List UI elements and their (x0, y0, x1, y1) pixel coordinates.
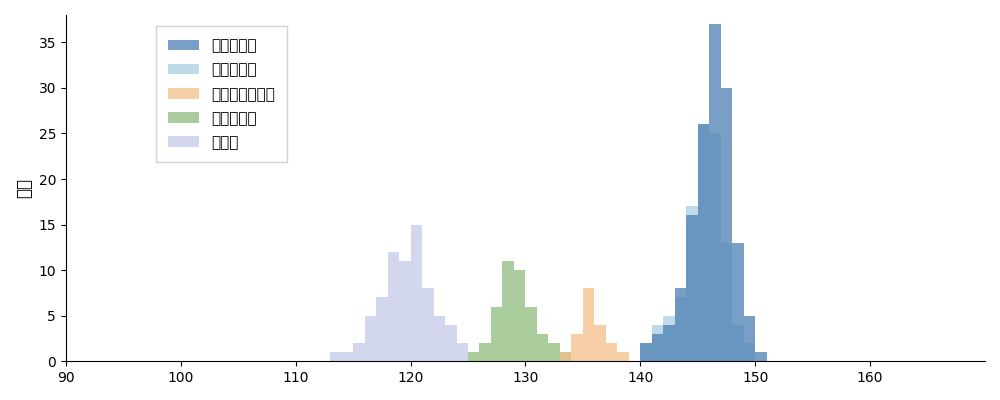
Legend: ストレート, ツーシーム, チェンジアップ, スライダー, カーブ: ストレート, ツーシーム, チェンジアップ, スライダー, カーブ (156, 26, 287, 162)
Bar (583, 288, 594, 361)
Bar (560, 352, 571, 361)
Bar (388, 252, 399, 361)
Bar (445, 325, 457, 361)
Bar (514, 270, 525, 361)
Bar (399, 261, 411, 361)
Bar (525, 307, 537, 361)
Bar (675, 298, 686, 361)
Bar (457, 343, 468, 361)
Bar (434, 316, 445, 361)
Bar (537, 334, 548, 361)
Bar (479, 343, 491, 361)
Bar (330, 352, 342, 361)
Bar (652, 334, 663, 361)
Bar (571, 334, 583, 361)
Bar (640, 343, 652, 361)
Bar (744, 316, 755, 361)
Bar (491, 307, 502, 361)
Bar (376, 298, 388, 361)
Bar (675, 288, 686, 361)
Bar (594, 325, 606, 361)
Bar (502, 261, 514, 361)
Bar (652, 325, 663, 361)
Bar (744, 343, 755, 361)
Bar (686, 216, 698, 361)
Bar (755, 352, 767, 361)
Bar (721, 88, 732, 361)
Bar (411, 224, 422, 361)
Bar (560, 352, 571, 361)
Bar (548, 343, 560, 361)
Bar (663, 316, 675, 361)
Bar (686, 206, 698, 361)
Bar (732, 325, 744, 361)
Bar (468, 352, 479, 361)
Bar (709, 24, 721, 361)
Bar (640, 343, 652, 361)
Bar (663, 325, 675, 361)
Bar (617, 352, 629, 361)
Bar (365, 316, 376, 361)
Bar (606, 343, 617, 361)
Bar (342, 352, 353, 361)
Bar (698, 124, 709, 361)
Bar (698, 124, 709, 361)
Bar (721, 243, 732, 361)
Bar (353, 343, 365, 361)
Bar (422, 288, 434, 361)
Y-axis label: 球数: 球数 (15, 178, 33, 198)
Bar (709, 134, 721, 361)
Bar (732, 243, 744, 361)
